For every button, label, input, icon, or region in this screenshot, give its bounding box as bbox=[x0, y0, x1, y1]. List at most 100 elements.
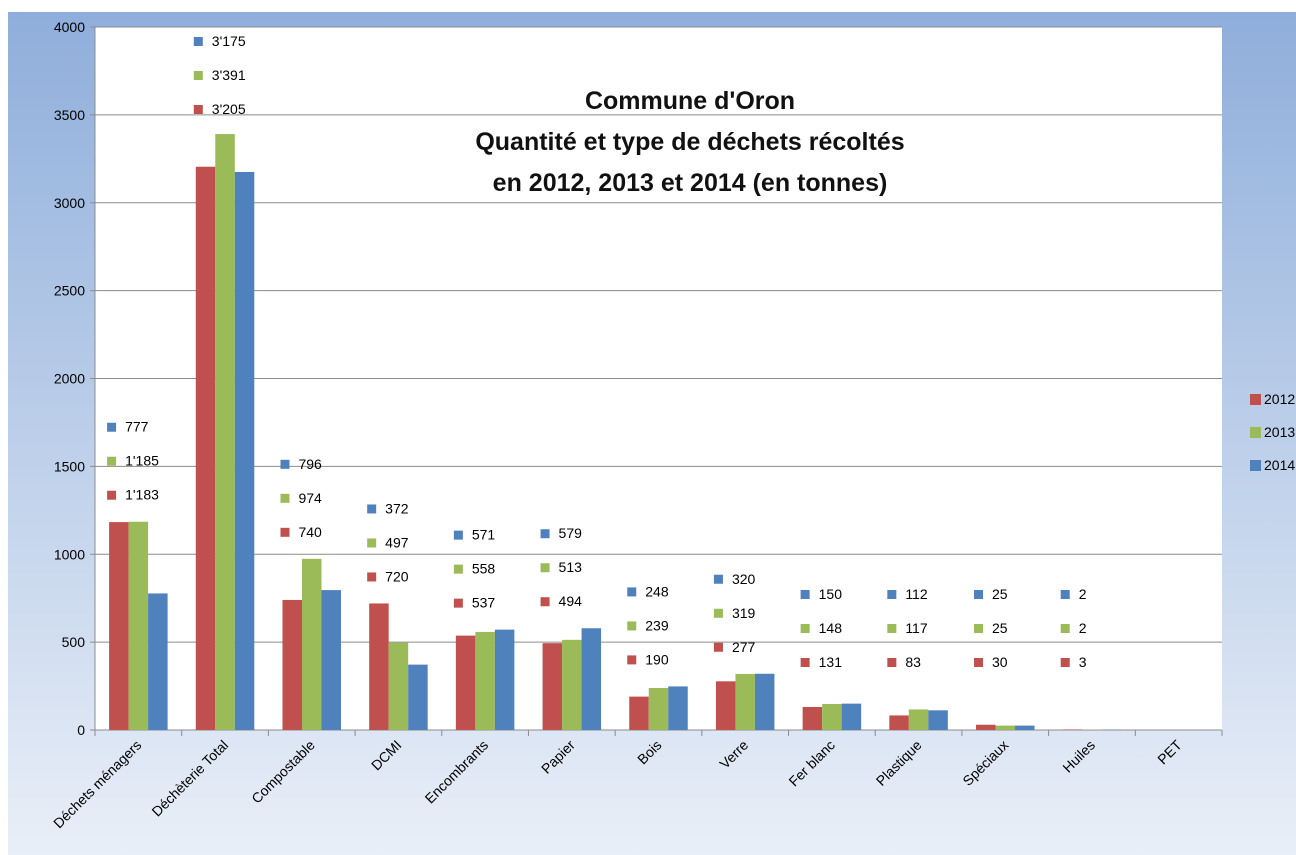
data-label-encombrants-2013: 558 bbox=[472, 561, 496, 577]
bar-plastique-2014 bbox=[928, 710, 948, 730]
legend-label-2013: 2013 bbox=[1264, 424, 1295, 440]
data-label-marker-verre-2013 bbox=[713, 608, 723, 618]
data-label-marker-dechets-menagers-2013 bbox=[107, 456, 117, 466]
data-label-marker-decheterie-total-2013 bbox=[193, 71, 203, 80]
data-label-marker-huiles-2012 bbox=[1060, 658, 1070, 667]
data-label-plastique-2012: 83 bbox=[905, 654, 921, 670]
bar-papier-2013 bbox=[562, 639, 582, 730]
data-label-marker-dechets-menagers-2014 bbox=[107, 422, 117, 432]
data-label-speciaux-2012: 30 bbox=[992, 654, 1008, 670]
data-label-marker-compostable-2013 bbox=[280, 493, 290, 503]
data-label-dechets-menagers-2014: 777 bbox=[125, 419, 149, 435]
legend-marker-2014 bbox=[1250, 460, 1261, 471]
data-label-marker-decheterie-total-2014 bbox=[193, 37, 203, 46]
data-label-marker-fer-blanc-2012 bbox=[800, 658, 810, 667]
legend-label-2014: 2014 bbox=[1264, 457, 1295, 473]
data-label-marker-papier-2014 bbox=[540, 529, 550, 539]
legend-marker-2012 bbox=[1250, 394, 1261, 405]
data-label-marker-fer-blanc-2013 bbox=[800, 624, 810, 633]
bar-fer-blanc-2012 bbox=[802, 706, 823, 730]
bar-papier-2014 bbox=[581, 628, 602, 730]
data-label-plastique-2013: 117 bbox=[905, 620, 928, 636]
bar-fer-blanc-2014 bbox=[841, 703, 862, 730]
data-label-papier-2014: 579 bbox=[559, 525, 583, 541]
bar-dcmi-2012 bbox=[369, 603, 389, 730]
bar-compostable-2013 bbox=[301, 558, 322, 730]
bar-encombrants-2012 bbox=[455, 635, 476, 730]
data-label-marker-huiles-2014 bbox=[1060, 590, 1070, 599]
data-label-marker-verre-2012 bbox=[713, 642, 723, 652]
legend-marker-2013 bbox=[1250, 427, 1261, 438]
chart-title-line-3: en 2012, 2013 et 2014 (en tonnes) bbox=[493, 169, 888, 197]
data-label-marker-dcmi-2014 bbox=[367, 504, 377, 514]
data-label-marker-dechets-menagers-2012 bbox=[107, 490, 117, 500]
y-tick-label-3500: 3500 bbox=[54, 107, 85, 123]
bar-speciaux-2014 bbox=[1015, 725, 1035, 730]
data-label-encombrants-2014: 571 bbox=[472, 527, 496, 543]
bar-encombrants-2014 bbox=[494, 629, 515, 730]
data-label-marker-dcmi-2012 bbox=[367, 572, 377, 582]
bar-fer-blanc-2013 bbox=[822, 703, 842, 730]
data-label-marker-papier-2013 bbox=[540, 563, 550, 573]
data-label-speciaux-2014: 25 bbox=[992, 586, 1008, 602]
data-label-marker-plastique-2014 bbox=[887, 590, 897, 599]
data-label-dcmi-2013: 497 bbox=[385, 534, 409, 550]
data-label-huiles-2012: 3 bbox=[1079, 654, 1087, 670]
data-label-marker-verre-2014 bbox=[713, 574, 723, 584]
data-label-marker-fer-blanc-2014 bbox=[800, 590, 810, 599]
bar-decheterie-total-2012 bbox=[195, 166, 216, 730]
data-label-plastique-2014: 112 bbox=[905, 586, 928, 602]
data-label-decheterie-total-2014: 3'175 bbox=[212, 33, 246, 49]
bar-decheterie-total-2014 bbox=[234, 171, 255, 730]
data-label-marker-bois-2013 bbox=[627, 621, 637, 631]
bar-dechets-menagers-2013 bbox=[128, 521, 149, 730]
bar-dechets-menagers-2014 bbox=[148, 593, 168, 730]
data-label-decheterie-total-2013: 3'391 bbox=[212, 67, 246, 83]
bar-bois-2014 bbox=[668, 686, 688, 730]
bar-dcmi-2013 bbox=[388, 642, 409, 730]
legend-label-2012: 2012 bbox=[1264, 391, 1295, 407]
data-label-verre-2014: 320 bbox=[732, 571, 756, 587]
data-label-marker-dcmi-2013 bbox=[367, 538, 377, 548]
data-label-huiles-2013: 2 bbox=[1079, 620, 1087, 636]
data-label-marker-bois-2012 bbox=[627, 655, 637, 665]
chart-title-line-1: Commune d'Oron bbox=[585, 87, 795, 115]
data-label-marker-speciaux-2013 bbox=[974, 624, 984, 633]
bar-papier-2012 bbox=[542, 643, 563, 730]
data-label-marker-encombrants-2012 bbox=[453, 598, 463, 608]
bar-verre-2013 bbox=[735, 673, 755, 730]
data-label-bois-2013: 239 bbox=[645, 617, 669, 633]
data-label-marker-plastique-2013 bbox=[887, 624, 897, 633]
data-label-fer-blanc-2013: 148 bbox=[819, 620, 843, 636]
data-label-dcmi-2012: 720 bbox=[385, 568, 409, 584]
bar-encombrants-2013 bbox=[475, 631, 495, 730]
bar-speciaux-2012 bbox=[976, 724, 996, 730]
y-tick-label-4000: 4000 bbox=[54, 19, 85, 35]
data-label-papier-2013: 513 bbox=[559, 559, 583, 575]
data-label-marker-compostable-2014 bbox=[280, 459, 290, 469]
data-label-verre-2012: 277 bbox=[732, 639, 756, 655]
data-label-marker-decheterie-total-2012 bbox=[193, 105, 203, 114]
bar-verre-2012 bbox=[715, 681, 736, 730]
y-tick-label-500: 500 bbox=[62, 634, 86, 650]
bar-plastique-2013 bbox=[908, 709, 929, 730]
data-label-marker-huiles-2013 bbox=[1060, 624, 1070, 633]
data-label-fer-blanc-2012: 131 bbox=[819, 654, 843, 670]
bar-decheterie-total-2013 bbox=[215, 134, 235, 731]
data-label-papier-2012: 494 bbox=[559, 593, 583, 609]
data-label-marker-speciaux-2014 bbox=[974, 590, 984, 599]
bar-plastique-2012 bbox=[889, 715, 909, 730]
data-label-compostable-2013: 974 bbox=[298, 490, 322, 506]
data-label-bois-2014: 248 bbox=[645, 583, 669, 599]
bar-compostable-2014 bbox=[321, 590, 341, 730]
data-label-dechets-menagers-2012: 1'183 bbox=[125, 487, 159, 503]
y-tick-label-1000: 1000 bbox=[54, 546, 85, 562]
data-label-huiles-2014: 2 bbox=[1079, 586, 1087, 602]
y-tick-label-2500: 2500 bbox=[54, 283, 85, 299]
bar-dcmi-2014 bbox=[408, 664, 428, 730]
data-label-speciaux-2013: 25 bbox=[992, 620, 1008, 636]
data-label-fer-blanc-2014: 150 bbox=[819, 586, 843, 602]
chart-title-line-2: Quantité et type de déchets récoltés bbox=[475, 128, 904, 156]
data-label-marker-bois-2014 bbox=[627, 587, 637, 597]
